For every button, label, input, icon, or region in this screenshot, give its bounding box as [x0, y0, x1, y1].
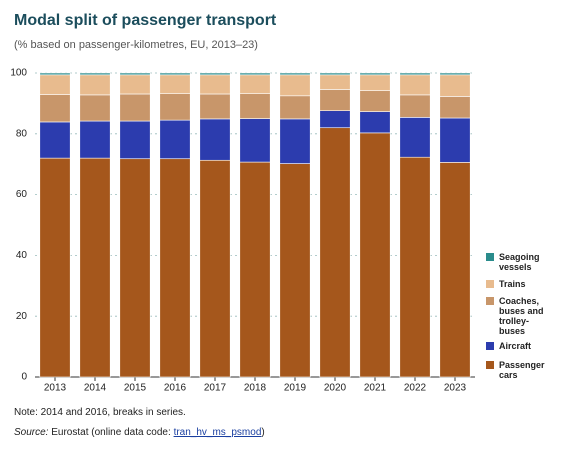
bar-segment	[119, 72, 151, 76]
bar-segment	[119, 158, 151, 378]
bar-segment	[79, 120, 111, 159]
bar-segment	[199, 118, 231, 161]
bar-segment	[79, 94, 111, 122]
x-tick-label: 2017	[204, 383, 227, 394]
x-tick-label: 2013	[44, 383, 67, 394]
bar-segment	[399, 156, 431, 378]
bar-segment	[319, 72, 351, 76]
source-suffix: )	[261, 427, 265, 438]
legend-label: Aircraft	[499, 341, 532, 351]
bar-segment	[319, 110, 351, 129]
legend-item: Seagoing vessels	[486, 252, 551, 272]
bar-segment	[399, 74, 431, 96]
bar-segment	[39, 72, 71, 76]
bar-segment	[159, 158, 191, 378]
y-tick-label: 60	[16, 189, 28, 200]
bar-segment	[319, 74, 351, 90]
bar-segment	[119, 93, 151, 122]
x-tick-label: 2023	[444, 383, 467, 394]
bar-segment	[279, 95, 311, 120]
bar-segment	[279, 74, 311, 97]
x-tick-label: 2019	[284, 383, 307, 394]
legend-label: Trains	[499, 279, 526, 289]
x-tick-label: 2015	[124, 383, 147, 394]
source-link[interactable]: tran_hv_ms_psmod	[173, 427, 262, 438]
legend-swatch	[486, 342, 494, 350]
legend-swatch	[486, 253, 494, 261]
bar-segment	[159, 72, 191, 76]
legend-swatch	[486, 297, 494, 305]
bar-segment	[119, 120, 151, 160]
chart-subtitle: (% based on passenger-kilometres, EU, 20…	[14, 39, 258, 51]
y-tick-label: 0	[21, 372, 27, 383]
x-tick-label: 2022	[404, 383, 427, 394]
y-tick-label: 20	[16, 311, 28, 322]
bar-segment	[199, 74, 231, 95]
bar-segment	[319, 127, 351, 378]
bar-segment	[159, 93, 191, 121]
bar-segment	[359, 90, 391, 112]
bar-segment	[199, 159, 231, 378]
legend-item: Trains	[486, 279, 551, 289]
source-text: Eurostat (online data code:	[51, 427, 171, 438]
bar-segment	[319, 89, 351, 111]
legend-item: Aircraft	[486, 341, 551, 351]
x-tick-label: 2016	[164, 383, 187, 394]
note: Note: 2014 and 2016, breaks in series.	[14, 407, 186, 418]
y-tick-label: 40	[16, 250, 28, 261]
bar-segment	[239, 93, 271, 119]
bar-segment	[39, 157, 71, 378]
bar-segment	[359, 72, 391, 76]
bar-segment	[359, 111, 391, 134]
x-tick-label: 2018	[244, 383, 267, 394]
bar-segment	[279, 118, 311, 164]
bar-segment	[239, 118, 271, 163]
bar-segment	[439, 117, 471, 163]
bar-segment	[399, 117, 431, 158]
bar-segment	[79, 157, 111, 378]
y-tick-label: 80	[16, 128, 28, 139]
bar-segment	[399, 72, 431, 76]
bar-segment	[79, 74, 111, 96]
legend-label: Seagoing vessels	[499, 252, 540, 272]
bar-segment	[439, 162, 471, 378]
bar-segment	[279, 163, 311, 378]
bar-segment	[359, 74, 391, 91]
bar-segment	[239, 72, 271, 76]
bar-segment	[359, 132, 391, 378]
bar-segment	[239, 161, 271, 378]
source-label: Source:	[14, 427, 49, 438]
x-tick-label: 2020	[324, 383, 347, 394]
legend-swatch	[486, 280, 494, 288]
legend-item: Passenger cars	[486, 360, 551, 380]
bar-segment	[439, 74, 471, 97]
x-tick-label: 2021	[364, 383, 387, 394]
y-tick-label: 100	[10, 68, 27, 79]
legend-label: Passenger cars	[499, 360, 545, 380]
bar-segment	[39, 74, 71, 95]
bar-segment	[239, 74, 271, 94]
bar-segment	[439, 72, 471, 76]
bar-segment	[199, 72, 231, 76]
bar-segment	[159, 119, 191, 160]
chart-title: Modal split of passenger transport	[14, 12, 277, 29]
bar-segment	[39, 94, 71, 123]
bar-segment	[119, 74, 151, 95]
bar-segment	[159, 74, 191, 94]
legend-item: Coaches, buses and trolley-buses	[486, 296, 551, 336]
bar-segment	[79, 72, 111, 76]
bar-segment	[399, 94, 431, 118]
legend-label: Coaches, buses and trolley-buses	[499, 296, 544, 336]
bar-segment	[279, 72, 311, 76]
bar-segment	[199, 93, 231, 120]
legend-swatch	[486, 361, 494, 369]
x-tick-label: 2014	[84, 383, 107, 394]
bar-segment	[439, 96, 471, 119]
bar-segment	[39, 121, 71, 159]
source: Source: Eurostat (online data code: tran…	[14, 427, 265, 438]
